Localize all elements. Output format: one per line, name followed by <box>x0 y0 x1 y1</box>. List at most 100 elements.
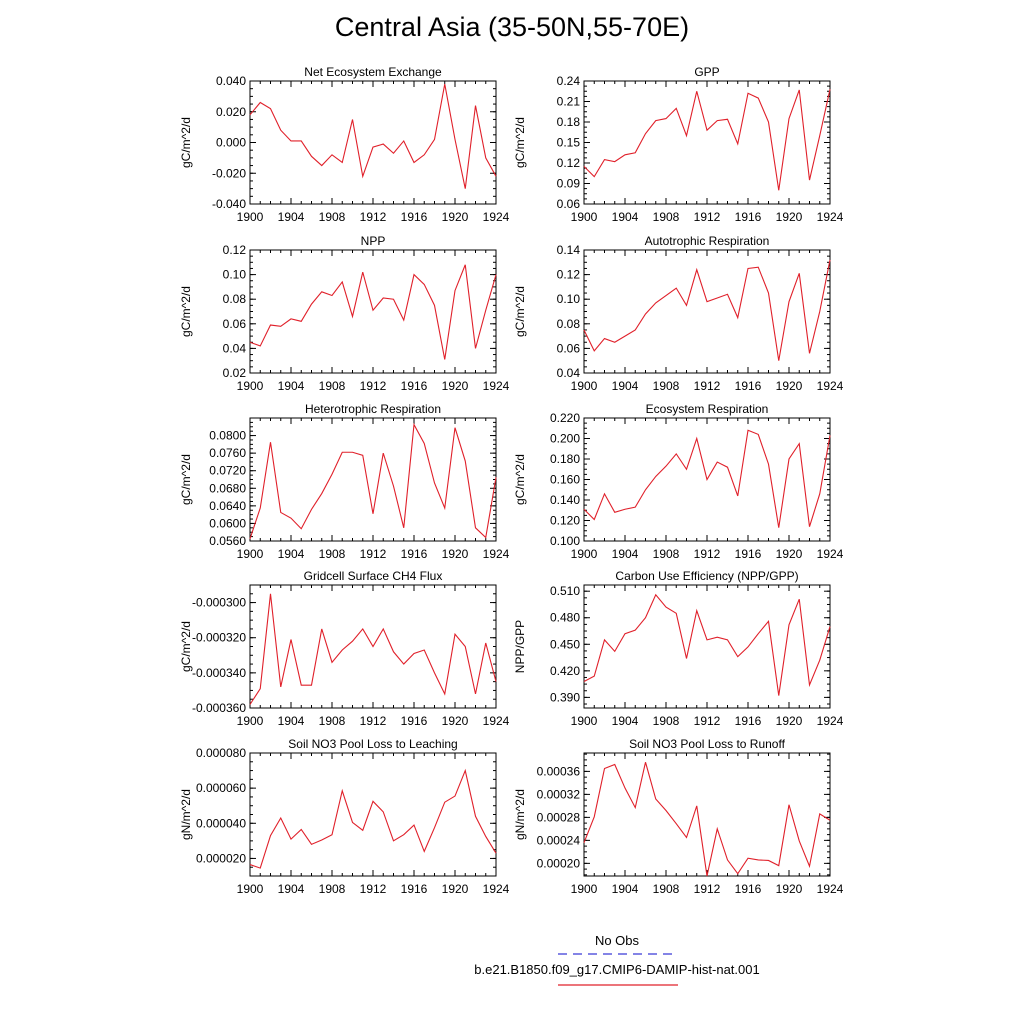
y-tick-label: 0.000 <box>216 136 246 150</box>
y-tick-label: 0.08 <box>223 292 247 306</box>
panel-1: GPP 1900 1904 1908 1912 1916 1920 1924 0.06 0.09 0… <box>513 65 844 224</box>
y-tick-label: 0.21 <box>557 95 581 109</box>
x-tick-label: 1924 <box>817 547 844 561</box>
series-line-0 <box>249 422 497 539</box>
x-tick-label: 1900 <box>571 379 598 393</box>
y-tick-label: 0.040 <box>216 74 246 88</box>
x-tick-label: 1904 <box>612 714 639 728</box>
y-tick-label: -0.020 <box>212 166 246 180</box>
x-tick-label: 1920 <box>776 210 803 224</box>
series-line-0 <box>249 264 497 360</box>
y-tick-label: 0.00032 <box>537 787 581 801</box>
x-tick-label: 1912 <box>694 714 721 728</box>
x-tick-label: 1900 <box>237 547 264 561</box>
panel-4: Heterotrophic Respiration 1900 1904 1908 191… <box>179 402 510 561</box>
y-axis-label: gC/m^2/d <box>513 286 527 337</box>
x-tick-label: 1916 <box>401 379 428 393</box>
plot-frame <box>249 249 497 374</box>
panel-title: Gridcell Surface CH4 Flux <box>304 569 443 583</box>
series-line-0 <box>583 593 831 696</box>
plot-frame <box>249 80 497 205</box>
x-tick-label: 1908 <box>319 210 346 224</box>
y-tick-label: 0.08 <box>557 317 581 331</box>
series-line-0 <box>583 762 831 877</box>
y-tick-label: 0.18 <box>557 115 581 129</box>
y-tick-label: 0.160 <box>550 473 580 487</box>
y-tick-label: 0.020 <box>216 105 246 119</box>
panel-0: Net Ecosystem Exchange 1900 1904 1908 1912 19… <box>179 65 510 224</box>
x-tick-label: 1920 <box>442 379 469 393</box>
y-tick-label: 0.0760 <box>209 446 246 460</box>
panel-8: Soil NO3 Pool Loss to Leaching 1900 1904 19… <box>179 737 510 896</box>
y-tick-label: 0.0800 <box>209 429 246 443</box>
y-tick-label: 0.00028 <box>537 810 581 824</box>
x-tick-label: 1916 <box>401 547 428 561</box>
plot-frame <box>583 249 831 374</box>
panel-6: Gridcell Surface CH4 Flux 1900 1904 1908 191… <box>179 569 510 728</box>
series-line-0 <box>583 429 831 528</box>
plot-frame <box>583 752 831 877</box>
x-tick-label: 1920 <box>442 547 469 561</box>
x-tick-label: 1916 <box>735 714 762 728</box>
y-axis-label: gC/m^2/d <box>179 454 193 505</box>
x-tick-label: 1908 <box>653 547 680 561</box>
panel-title: Ecosystem Respiration <box>646 402 769 416</box>
x-tick-label: 1912 <box>360 882 387 896</box>
x-tick-label: 1900 <box>571 547 598 561</box>
x-tick-label: 1920 <box>442 714 469 728</box>
y-axis-label: gC/m^2/d <box>179 117 193 168</box>
x-tick-label: 1916 <box>735 379 762 393</box>
panel-2: NPP 1900 1904 1908 1912 1916 1920 1924 0.02 0.04 0… <box>179 234 510 393</box>
x-tick-label: 1916 <box>735 882 762 896</box>
y-tick-label: 0.420 <box>550 664 580 678</box>
x-tick-label: 1920 <box>776 882 803 896</box>
series-line-0 <box>249 593 497 705</box>
x-tick-label: 1924 <box>483 210 510 224</box>
y-tick-label: 0.0720 <box>209 464 246 478</box>
y-tick-label: 0.0600 <box>209 516 246 530</box>
x-tick-label: 1916 <box>401 714 428 728</box>
x-tick-label: 1924 <box>483 714 510 728</box>
x-tick-label: 1924 <box>483 379 510 393</box>
y-tick-label: 0.04 <box>557 366 581 380</box>
x-tick-label: 1908 <box>653 882 680 896</box>
x-tick-label: 1908 <box>319 547 346 561</box>
y-tick-label: -0.000360 <box>192 701 246 715</box>
y-tick-label: 0.09 <box>557 177 581 191</box>
y-tick-label: 0.04 <box>223 341 247 355</box>
y-tick-label: 0.12 <box>223 243 247 257</box>
y-tick-label: 0.510 <box>550 584 580 598</box>
x-tick-label: 1916 <box>401 210 428 224</box>
y-tick-label: 0.06 <box>557 197 581 211</box>
panel-9: Soil NO3 Pool Loss to Runoff 1900 1904 1908… <box>513 737 844 896</box>
x-tick-label: 1900 <box>237 882 264 896</box>
panel-title: Autotrophic Respiration <box>645 234 770 248</box>
plot-frame <box>249 417 497 542</box>
y-tick-label: 0.140 <box>550 493 580 507</box>
series-line-0 <box>583 89 831 191</box>
y-tick-label: -0.040 <box>212 197 246 211</box>
x-tick-label: 1916 <box>735 547 762 561</box>
y-axis-label: NPP/GPP <box>513 620 527 673</box>
y-tick-label: 0.00024 <box>537 833 581 847</box>
y-tick-label: 0.00036 <box>537 764 581 778</box>
y-tick-label: 0.06 <box>223 317 247 331</box>
x-tick-label: 1912 <box>694 210 721 224</box>
x-tick-label: 1924 <box>817 379 844 393</box>
y-tick-label: 0.10 <box>557 292 581 306</box>
x-tick-label: 1900 <box>571 714 598 728</box>
x-tick-label: 1912 <box>360 210 387 224</box>
x-tick-label: 1920 <box>776 714 803 728</box>
x-tick-label: 1904 <box>278 210 305 224</box>
x-tick-label: 1908 <box>653 210 680 224</box>
y-tick-label: 0.220 <box>550 411 580 425</box>
x-tick-label: 1924 <box>483 547 510 561</box>
y-tick-label: 0.02 <box>223 366 247 380</box>
panel-title: Carbon Use Efficiency (NPP/GPP) <box>615 569 798 583</box>
x-tick-label: 1908 <box>319 882 346 896</box>
y-tick-label: 0.180 <box>550 452 580 466</box>
x-tick-label: 1924 <box>483 882 510 896</box>
panel-title: GPP <box>694 65 719 79</box>
panel-5: Ecosystem Respiration 1900 1904 1908 1912 191… <box>513 402 844 561</box>
